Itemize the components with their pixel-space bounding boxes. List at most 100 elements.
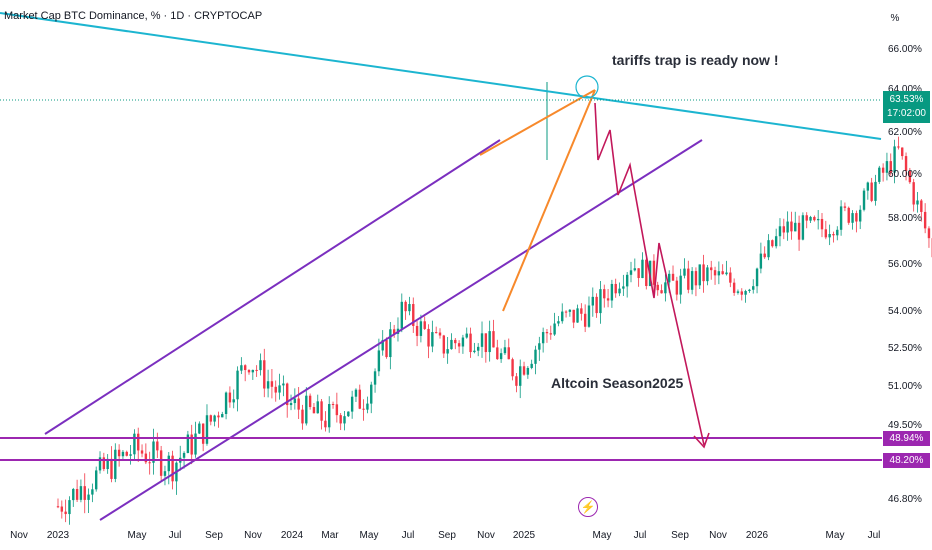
x-tick-label: Jul [868,530,881,541]
candle-body [274,386,277,393]
forecast-path[interactable] [594,102,705,446]
candle-body [778,226,782,237]
candle-body [725,272,728,275]
candle-body [339,415,342,424]
candle-body [389,329,392,358]
candle-body [473,350,476,353]
candle-body [114,449,117,479]
candle-body [908,170,912,183]
y-tick-label: 56.00% [888,259,922,270]
candle-body [263,360,266,389]
candle-body [675,280,679,295]
y-tick-label: 64.00% [888,84,922,95]
channel-upper-line[interactable] [44,139,501,435]
candle-body [668,273,671,283]
percent-scale-button[interactable]: % [890,12,900,24]
candle-body [595,296,598,314]
candle-body [801,215,805,240]
candle-body [289,403,293,406]
candle-body [331,404,335,406]
candle-body [897,146,900,148]
candle-body [870,182,873,201]
candle-body [56,506,60,508]
candle-body [186,434,190,453]
candle-body [308,395,312,408]
candle-body [633,268,637,271]
candle-body [68,500,71,515]
candle-body [423,321,426,329]
candle-body [201,423,205,444]
candle-body [862,190,866,210]
candle-body [599,289,602,314]
lightning-icon[interactable]: ⚡ [578,497,598,517]
candle-body [606,298,610,301]
y-tick-label: 66.00% [888,44,922,55]
candle-body [832,234,835,236]
candle-body [301,409,304,424]
y-tick-label: 46.80% [888,494,922,505]
x-tick-label: 2026 [746,530,769,541]
candle-body [373,371,377,385]
y-tick-label: 51.00% [888,381,922,392]
x-tick-label: May [360,530,379,541]
candle-body [553,323,556,335]
wedge-lower-line[interactable] [502,89,596,312]
candle-body [679,275,682,295]
candle-body [209,415,212,422]
candle-body [881,167,885,173]
x-tick-label: May [593,530,612,541]
candle-body [106,458,109,470]
candle-body [79,486,83,500]
candle-body [603,289,606,299]
bar-countdown: 17:02:00 [887,108,926,119]
annotation-altcoin-season[interactable]: Altcoin Season2025 [551,375,684,391]
candle-body [736,291,740,293]
candle-body [110,458,113,479]
candle-body [236,370,239,400]
candle-body [694,271,698,286]
candle-body [117,449,121,457]
candle-body [320,401,323,421]
candle-body [645,259,648,286]
x-tick-label: Nov [477,530,495,541]
candle-body [786,221,789,233]
descending-trendline[interactable] [0,12,882,140]
candle-body [557,321,560,324]
channel-lower-line[interactable] [99,139,703,521]
x-tick-label: Jul [634,530,647,541]
candle-body [450,339,453,350]
candle-body [377,350,381,372]
candlestick-series [56,82,932,525]
candle-body [492,331,495,348]
candle-body [457,343,461,347]
candle-body [412,304,415,326]
annotation-tariffs[interactable]: tariffs trap is ready now ! [612,52,779,68]
candle-body [95,470,98,490]
candle-body [744,291,747,295]
x-tick-label: 2025 [513,530,536,541]
highlight-circle[interactable] [575,75,599,99]
candle-body [809,216,812,221]
y-tick-label: 52.50% [888,343,922,354]
candle-body [167,455,170,472]
candle-body [618,288,621,294]
candle-body [137,433,140,451]
candle-body [75,488,79,500]
candle-body [366,403,369,410]
candle-body [889,161,892,173]
candle-body [828,234,831,238]
candle-body [140,450,144,454]
candle-body [381,339,384,351]
wedge-upper-line[interactable] [479,89,596,156]
candle-body [671,273,675,281]
candle-body [591,296,594,306]
candle-body [125,451,128,456]
candle-body [721,271,724,275]
candle-body [836,229,839,236]
candle-body [805,215,808,221]
candle-body [83,486,86,500]
candle-body [133,433,136,455]
candle-body [243,365,247,371]
x-tick-label: Jul [169,530,182,541]
